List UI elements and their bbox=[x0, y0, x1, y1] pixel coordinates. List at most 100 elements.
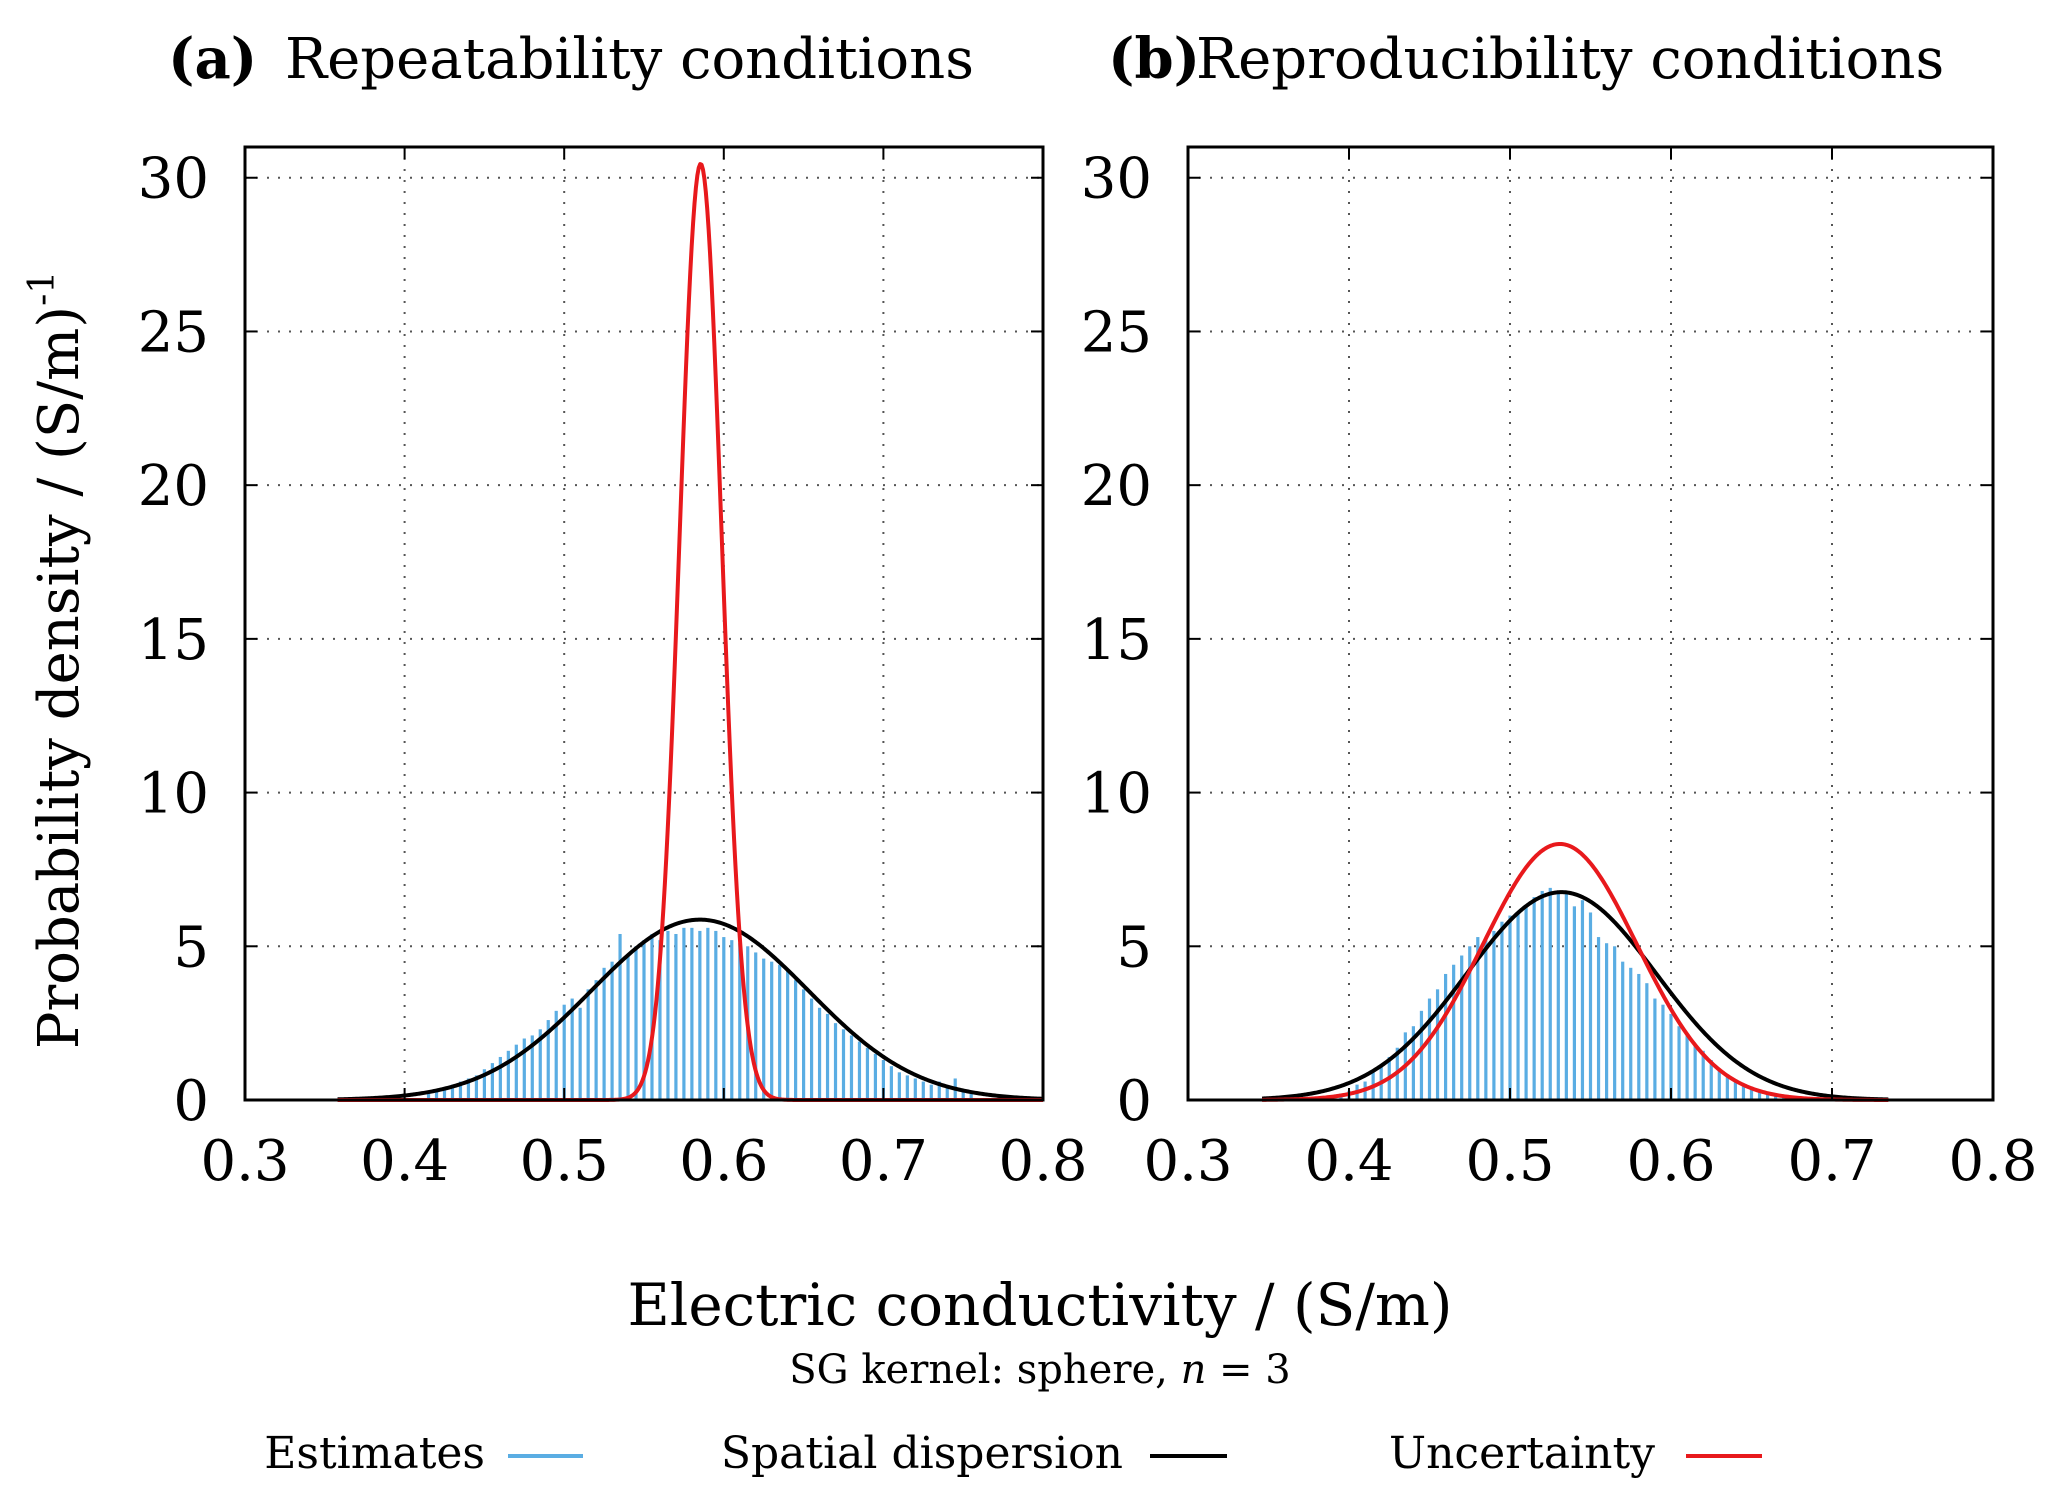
panel-b-estimate-bar bbox=[1516, 912, 1520, 1100]
panel-b-estimate-bar bbox=[1766, 1092, 1770, 1100]
panel-a-estimate-bar bbox=[786, 970, 790, 1100]
panel-a-estimate-bar bbox=[514, 1044, 518, 1100]
panel-b-estimate-bar bbox=[1540, 890, 1544, 1100]
panel-a-estimate-bar bbox=[434, 1089, 439, 1100]
panel-a-estimate-bar bbox=[554, 1010, 558, 1100]
panel-a-y-ticks: 0 5 10 15 20 25 30 bbox=[138, 147, 1043, 1134]
panel-a-x-tick-label: 0.3 bbox=[200, 1129, 289, 1194]
panel-a-estimate-bar bbox=[570, 998, 574, 1100]
panel-a-estimate-bar bbox=[714, 930, 718, 1100]
panel-b-estimate-bar bbox=[1605, 943, 1609, 1100]
panel-a-spatial-dispersion-curve bbox=[336, 917, 1044, 1102]
panel-b-estimate-bar bbox=[1637, 973, 1641, 1100]
panel-b-estimate-bar bbox=[1709, 1060, 1713, 1100]
panel-b-estimate-bar bbox=[1717, 1069, 1721, 1100]
legend-label-spatial-dispersion: Spatial dispersion bbox=[721, 1428, 1123, 1479]
panel-b-title: Reproducibility conditions bbox=[1196, 27, 1944, 92]
panel-a-estimate-bar bbox=[897, 1072, 901, 1100]
panel-b-estimate-bar bbox=[1492, 930, 1496, 1100]
panel-b-x-tick-label: 0.3 bbox=[1143, 1129, 1232, 1194]
legend: Estimates Spatial dispersion Uncertainty bbox=[264, 1428, 1762, 1479]
panel-a-estimate-bar bbox=[881, 1060, 885, 1100]
panel-a-estimate-bar bbox=[474, 1075, 479, 1100]
panel-a-estimate-bar bbox=[730, 940, 734, 1100]
panel-a-estimate-bar bbox=[658, 940, 662, 1100]
panel-a-estimates-histogram bbox=[426, 927, 973, 1100]
panel-a-x-tick-label: 0.7 bbox=[839, 1129, 928, 1194]
panel-b-y-tick-label: 20 bbox=[1081, 454, 1152, 519]
panel-a-estimate-bar bbox=[754, 952, 758, 1100]
panel-a-estimate-bar bbox=[849, 1035, 854, 1100]
panel-a-estimate-bar bbox=[578, 1007, 582, 1100]
panel-b-estimate-bar bbox=[1476, 937, 1480, 1100]
panel-a-estimate-bar bbox=[498, 1056, 502, 1100]
panel-a-estimate-bar bbox=[618, 933, 622, 1100]
panel-b-estimate-bar bbox=[1757, 1090, 1762, 1100]
panel-a-estimate-bar bbox=[889, 1066, 893, 1100]
panel-a-estimate-bar bbox=[586, 989, 590, 1100]
panel-a-estimate-bar bbox=[969, 1093, 973, 1100]
panel-a-estimate-bar bbox=[738, 943, 742, 1100]
panel-b-y-tick-label: 30 bbox=[1081, 147, 1152, 212]
panel-a-plot-frame bbox=[243, 145, 1045, 1102]
panel-a-estimate-bar bbox=[450, 1084, 455, 1100]
panel-b-spatial-dispersion-curve bbox=[1261, 890, 1890, 1102]
panel-a-label: (a) bbox=[168, 26, 257, 92]
panel-b-y-tick-label: 10 bbox=[1081, 762, 1152, 827]
panel-a-estimate-bar bbox=[674, 933, 678, 1100]
panel-a-estimate-bar bbox=[642, 940, 646, 1100]
panel-a-estimate-bar bbox=[562, 1004, 566, 1100]
panel-a-estimate-bar bbox=[682, 927, 686, 1100]
panel-b-estimate-bar bbox=[1653, 998, 1657, 1100]
panel-b-estimate-bar bbox=[1774, 1093, 1778, 1100]
panel-a-y-tick-label: 20 bbox=[138, 454, 209, 519]
panel-a-estimate-bar bbox=[857, 1041, 862, 1100]
panel-a-estimate-bar bbox=[546, 1020, 550, 1100]
panel-b-estimate-bar bbox=[1411, 1026, 1415, 1100]
legend-item-estimates: Estimates bbox=[264, 1428, 583, 1479]
panel-b-estimate-bar bbox=[1452, 964, 1456, 1100]
panel-b-curves bbox=[1261, 841, 1890, 1102]
panel-b-y-tick-label: 0 bbox=[1116, 1069, 1152, 1134]
panel-b-estimate-bar bbox=[1621, 961, 1625, 1100]
panel-b-estimate-bar bbox=[1444, 973, 1448, 1100]
panel-a-estimate-bar bbox=[506, 1050, 510, 1100]
panel-b-estimate-bar bbox=[1725, 1075, 1729, 1100]
panel-a-estimate-bar bbox=[426, 1090, 431, 1100]
panel-a-estimate-bar bbox=[817, 1007, 822, 1100]
panel-a-estimate-bar bbox=[530, 1035, 534, 1100]
panel-b-estimate-bar bbox=[1596, 937, 1601, 1100]
panel-b-estimate-bar bbox=[1661, 1004, 1665, 1100]
panel-a-y-tick-label: 15 bbox=[138, 608, 209, 673]
panel-a-estimate-bar bbox=[522, 1038, 526, 1100]
panel-b-plot-frame bbox=[1186, 145, 1995, 1102]
panel-a-x-tick-label: 0.8 bbox=[998, 1129, 1087, 1194]
panel-b-estimate-bar bbox=[1484, 940, 1488, 1100]
panel-a-estimate-bar bbox=[706, 927, 710, 1100]
panel-a-estimate-bar bbox=[905, 1075, 909, 1100]
panel-a-estimate-bar bbox=[929, 1084, 933, 1100]
panel-a-estimate-bar bbox=[937, 1081, 941, 1100]
panel-b-estimate-bar bbox=[1427, 998, 1432, 1100]
panel-a-estimate-bar bbox=[961, 1090, 965, 1100]
panel-a-estimate-bar bbox=[945, 1087, 949, 1100]
panel-b-estimate-bar bbox=[1741, 1084, 1746, 1100]
legend-item-spatial-dispersion: Spatial dispersion bbox=[721, 1428, 1227, 1479]
panel-a-estimate-bar bbox=[913, 1078, 917, 1100]
panel-b-estimate-bar bbox=[1508, 915, 1512, 1100]
panel-b-estimate-bar bbox=[1613, 946, 1617, 1100]
panel-b-x-tick-label: 0.7 bbox=[1787, 1129, 1876, 1194]
panel-b-estimate-bar bbox=[1701, 1050, 1705, 1100]
y-axis-label-exponent: -1 bbox=[22, 271, 63, 306]
panel-a-x-tick-label: 0.5 bbox=[520, 1129, 609, 1194]
panel-a-estimate-bar bbox=[802, 989, 806, 1100]
panel-a-estimate-bar bbox=[921, 1081, 925, 1100]
panel-b-estimate-bar bbox=[1468, 946, 1472, 1100]
panel-b-estimate-bar bbox=[1685, 1035, 1689, 1100]
panel-b-estimate-bar bbox=[1419, 1010, 1424, 1100]
panel-b-estimate-bar bbox=[1572, 906, 1576, 1100]
panel-b-estimate-bar bbox=[1677, 1026, 1681, 1100]
panel-a-x-tick-label: 0.6 bbox=[679, 1129, 768, 1194]
panel-a-estimate-bar bbox=[841, 1029, 846, 1100]
panel-a-y-tick-label: 25 bbox=[138, 300, 209, 365]
